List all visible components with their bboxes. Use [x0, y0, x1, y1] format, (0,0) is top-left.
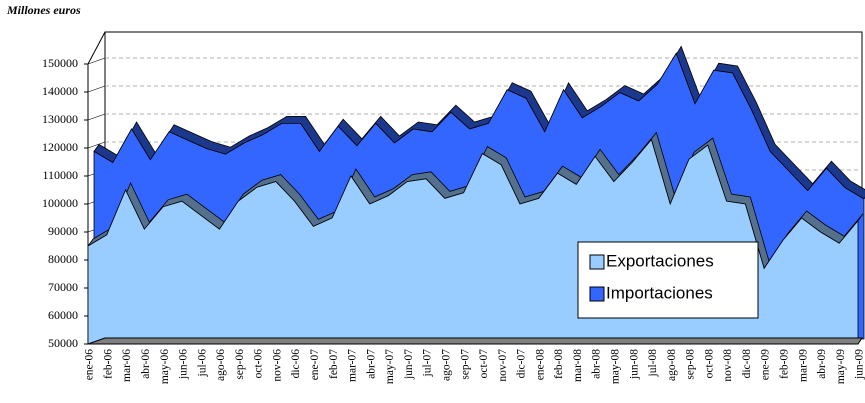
x-tick-label: feb-09 [779, 349, 791, 379]
x-tick-label: oct-06 [253, 349, 265, 379]
grid-line [87, 113, 106, 121]
x-tick-label: dic-06 [290, 349, 302, 379]
grid-line [87, 57, 106, 65]
y-tick-label: 90000 [48, 224, 78, 238]
legend-swatch [589, 286, 605, 302]
y-tick-label: 120000 [42, 140, 78, 154]
y-tick-label: 60000 [48, 308, 78, 322]
x-tick-label: may-08 [609, 349, 621, 384]
x-tick-label: dic-08 [741, 349, 753, 379]
x-tick-label: feb-06 [102, 349, 114, 379]
y-tick-label: 100000 [42, 196, 78, 210]
x-tick-label: ene-08 [534, 349, 546, 381]
x-tick-label: ago-08 [666, 349, 678, 381]
x-tick-label: ago-07 [440, 349, 452, 381]
y-tick-label: 80000 [48, 252, 78, 266]
x-tick-label: mar-06 [121, 349, 133, 382]
grid-line [87, 85, 106, 93]
x-tick-label: ene-09 [760, 349, 772, 381]
x-tick-label: may-06 [159, 349, 171, 384]
x-tick-label: mar-08 [572, 349, 584, 382]
x-tick-label: may-07 [384, 349, 396, 384]
x-tick-label: oct-07 [478, 349, 490, 379]
y-tick-label: 140000 [42, 84, 78, 98]
x-tick-label: dic-07 [516, 349, 528, 379]
x-tick-label: jun-08 [628, 349, 640, 380]
grid-line [87, 141, 106, 149]
floor [87, 337, 863, 345]
x-tick-label: nov-08 [722, 349, 734, 382]
x-tick-label: jun-07 [403, 349, 415, 380]
x-tick-label: nov-07 [497, 349, 509, 382]
x-tick-label: oct-08 [703, 349, 715, 379]
x-tick-label: ene-06 [84, 349, 96, 381]
x-tick-label: jul-07 [422, 349, 434, 378]
x-tick-label: mar-07 [347, 349, 359, 382]
y-axis-title: Millones euros [6, 3, 81, 17]
y-tick-label: 50000 [48, 336, 78, 350]
x-tick-label: feb-08 [553, 349, 565, 379]
x-tick-label: nov-06 [271, 349, 283, 382]
x-tick-label: sep-08 [685, 349, 697, 380]
x-tick-label: mar-09 [797, 349, 809, 382]
x-tick-label: abr-06 [140, 349, 152, 379]
y-tick-label: 110000 [42, 168, 78, 182]
y-tick-label: 130000 [42, 112, 78, 126]
legend-swatch [589, 254, 605, 270]
x-tick-label: jul-08 [647, 349, 659, 378]
x-tick-label: jun-09 [854, 349, 865, 380]
legend-box [577, 241, 759, 319]
x-tick-label: ago-06 [215, 349, 227, 381]
x-tick-label: ene-07 [309, 349, 321, 381]
x-tick-label: may-09 [835, 349, 847, 384]
legend-label: Importaciones [606, 283, 713, 302]
y-tick-label: 70000 [48, 280, 78, 294]
x-tick-label: jun-06 [178, 349, 190, 380]
x-tick-label: abr-07 [365, 349, 377, 379]
x-tick-label: abr-08 [591, 349, 603, 379]
y-tick-label: 150000 [42, 56, 78, 70]
x-tick-label: feb-07 [328, 349, 340, 379]
x-tick-label: abr-09 [816, 349, 828, 379]
x-tick-label: jul-06 [196, 349, 208, 378]
x-tick-label: sep-07 [459, 349, 471, 380]
x-tick-label: sep-06 [234, 349, 246, 380]
legend-label: Exportaciones [606, 251, 714, 270]
